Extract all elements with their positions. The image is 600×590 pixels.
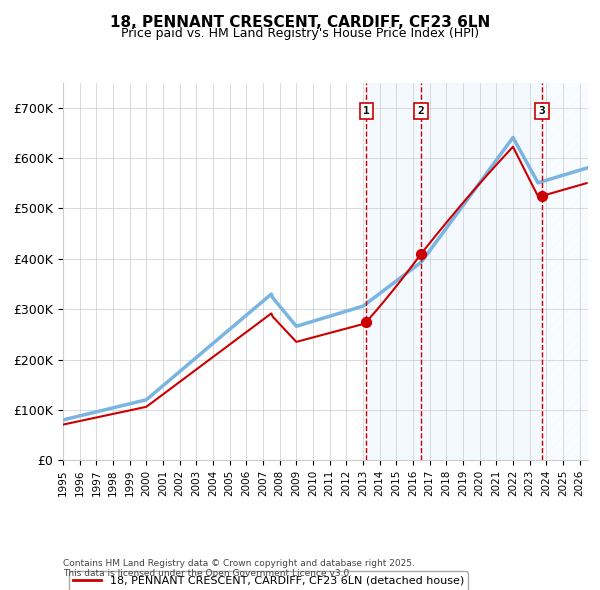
- Text: 18, PENNANT CRESCENT, CARDIFF, CF23 6LN: 18, PENNANT CRESCENT, CARDIFF, CF23 6LN: [110, 15, 490, 30]
- Point: [416, 249, 426, 258]
- Bar: [367, 83, 421, 460]
- Legend: 18, PENNANT CRESCENT, CARDIFF, CF23 6LN (detached house), HPI: Average price, de: 18, PENNANT CRESCENT, CARDIFF, CF23 6LN …: [68, 572, 469, 590]
- Text: 3: 3: [539, 106, 545, 116]
- Point: [362, 317, 371, 326]
- Text: 2: 2: [418, 106, 424, 116]
- Bar: [542, 83, 588, 460]
- Point: [538, 191, 547, 201]
- Text: Contains HM Land Registry data © Crown copyright and database right 2025.
This d: Contains HM Land Registry data © Crown c…: [63, 559, 415, 578]
- Text: Price paid vs. HM Land Registry's House Price Index (HPI): Price paid vs. HM Land Registry's House …: [121, 27, 479, 40]
- Bar: [421, 83, 542, 460]
- Text: 1: 1: [363, 106, 370, 116]
